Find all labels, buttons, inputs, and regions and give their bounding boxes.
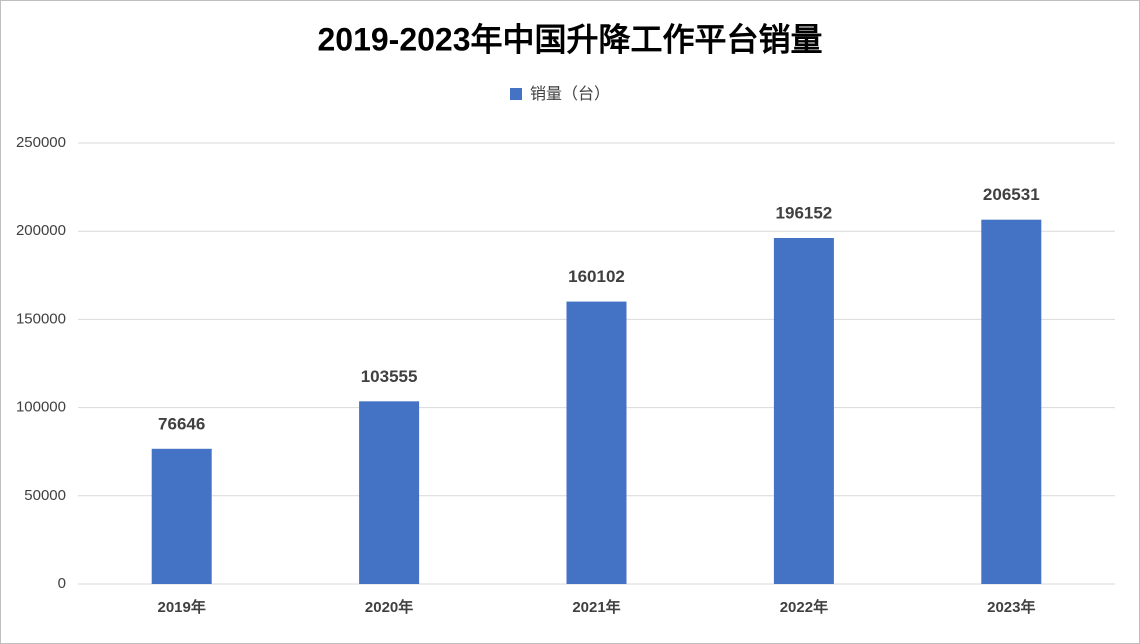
y-tick-label: 0 xyxy=(58,575,66,592)
legend-swatch xyxy=(510,88,522,100)
data-label: 103555 xyxy=(361,367,418,386)
chart-title: 2019-2023年中国升降工作平台销量 xyxy=(317,21,822,57)
data-label: 160102 xyxy=(568,267,625,286)
y-tick-label: 50000 xyxy=(24,487,66,504)
data-label: 206531 xyxy=(983,185,1040,204)
y-tick-label: 200000 xyxy=(16,222,66,239)
bar xyxy=(566,301,627,584)
bar xyxy=(981,219,1042,584)
legend-label: 销量（台） xyxy=(530,85,610,103)
y-tick-label: 150000 xyxy=(16,310,66,327)
y-tick-label: 100000 xyxy=(16,399,66,416)
x-tick-label: 2022年 xyxy=(780,598,828,616)
bar xyxy=(359,401,420,584)
bar xyxy=(773,237,834,585)
x-tick-label: 2019年 xyxy=(158,598,206,616)
x-tick-label: 2021年 xyxy=(572,598,620,616)
data-label: 196152 xyxy=(776,203,833,222)
bar xyxy=(151,448,212,584)
data-label: 76646 xyxy=(158,414,205,433)
x-tick-label: 2020年 xyxy=(365,598,413,616)
y-tick-label: 250000 xyxy=(16,134,66,151)
x-tick-label: 2023年 xyxy=(987,598,1035,616)
